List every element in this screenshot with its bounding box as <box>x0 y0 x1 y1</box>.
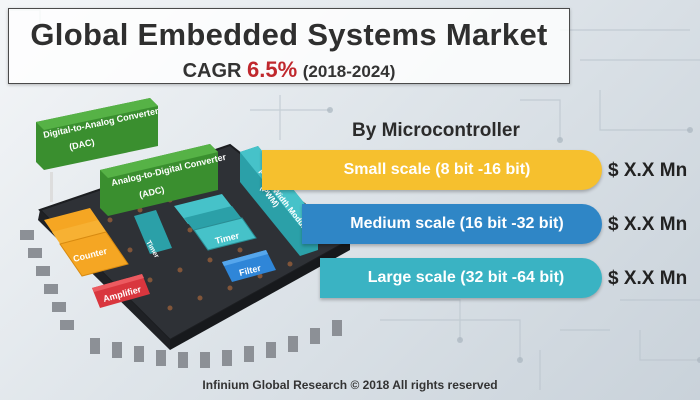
page-title: Global Embedded Systems Market <box>30 17 548 52</box>
dac-block: Digital-to-Analog Converter (DAC) <box>36 98 160 170</box>
footer-copyright: Infinium Global Research © 2018 All righ… <box>202 378 498 392</box>
cagr-label: CAGR <box>182 60 242 82</box>
cagr-value: 6.5% <box>247 57 298 82</box>
segment-value: $ X.X Mn <box>608 268 688 289</box>
segment-value: $ X.X Mn <box>608 214 688 235</box>
cagr-line: CAGR 6.5% (2018-2024) <box>9 57 569 83</box>
segment-label: Small scale (8 bit -16 bit) <box>343 161 531 178</box>
segment-value: $ X.X Mn <box>608 160 688 181</box>
counter-block: Counter <box>44 208 129 277</box>
segment-label: Medium scale (16 bit -32 bit) <box>350 215 564 232</box>
segment-bar-small-scale: Small scale (8 bit -16 bit) <box>262 150 602 190</box>
section-title: By Microcontroller <box>352 120 520 141</box>
chip-pins <box>20 230 342 368</box>
segment-label: Large scale (32 bit -64 bit) <box>367 269 565 286</box>
filter-block: Filter <box>222 250 276 282</box>
title-box: Global Embedded Systems Market CAGR 6.5%… <box>8 8 570 84</box>
timer-block: Timer <box>174 194 257 251</box>
adc-block: Analog-to-Digital Converter (ADC) <box>100 144 227 216</box>
cagr-years: (2018-2024) <box>302 62 396 81</box>
segment-bar-medium-scale: Medium scale (16 bit -32 bit) <box>302 204 602 244</box>
segment-bar-large-scale: Large scale (32 bit -64 bit) <box>320 258 602 298</box>
